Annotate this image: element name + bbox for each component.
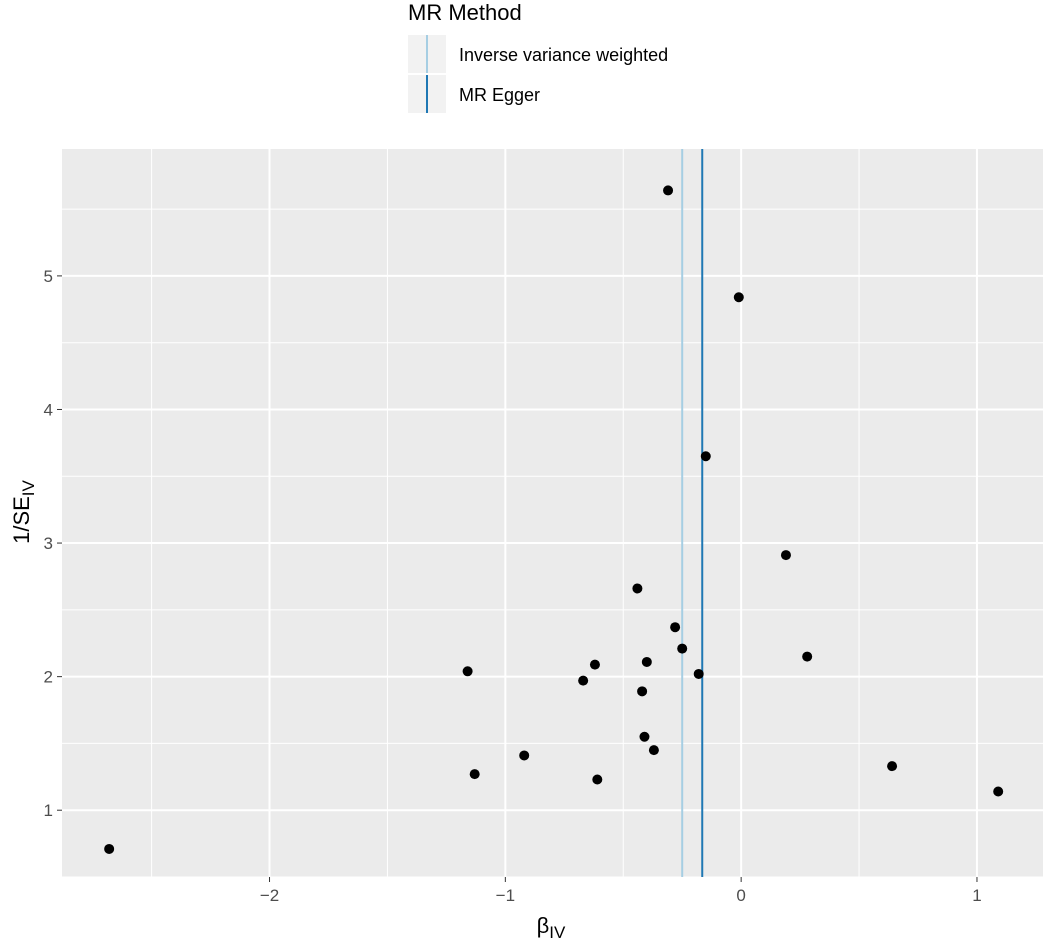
data-point [780, 550, 791, 561]
x-tick-label: −2 [260, 886, 279, 905]
data-point [641, 656, 652, 667]
legend: MR Method Inverse variance weighted MR E… [408, 0, 668, 113]
legend-label-ivw: Inverse variance weighted [459, 45, 668, 65]
data-point [693, 668, 704, 679]
data-point [670, 622, 681, 633]
y-tick-label: 3 [44, 534, 53, 553]
data-point [578, 675, 589, 686]
legend-title: MR Method [408, 0, 522, 25]
data-point [462, 666, 473, 677]
data-point [469, 769, 480, 780]
data-point [993, 786, 1004, 797]
major-gridlines [62, 149, 1043, 877]
x-tick-label: 1 [972, 886, 981, 905]
y-tick-label: 5 [44, 267, 53, 286]
data-point [677, 643, 688, 654]
x-axis: −2 −1 0 1 [260, 877, 982, 905]
data-point [637, 686, 648, 697]
data-point [632, 583, 643, 594]
x-tick-label: −1 [496, 886, 515, 905]
data-point [802, 651, 813, 662]
data-points [104, 185, 1004, 854]
y-tick-label: 2 [44, 668, 53, 687]
data-point [592, 774, 603, 785]
y-axis: 1 2 3 4 5 [44, 267, 62, 820]
x-tick-label: 0 [736, 886, 745, 905]
plot-panel [62, 149, 1043, 877]
method-lines [681, 149, 704, 877]
data-point [589, 659, 600, 670]
data-point [700, 451, 711, 462]
data-point [733, 292, 744, 303]
data-point [104, 843, 115, 854]
data-point [663, 185, 674, 196]
data-point [887, 761, 898, 772]
data-point [519, 750, 530, 761]
data-point [639, 731, 650, 742]
y-tick-label: 1 [44, 801, 53, 820]
data-point [648, 745, 659, 756]
minor-gridlines [62, 149, 1043, 878]
legend-label-egger: MR Egger [459, 85, 540, 105]
y-axis-title: 1/SEIV [9, 479, 38, 543]
x-axis-title: βIV [537, 913, 566, 940]
y-tick-label: 4 [44, 400, 53, 419]
